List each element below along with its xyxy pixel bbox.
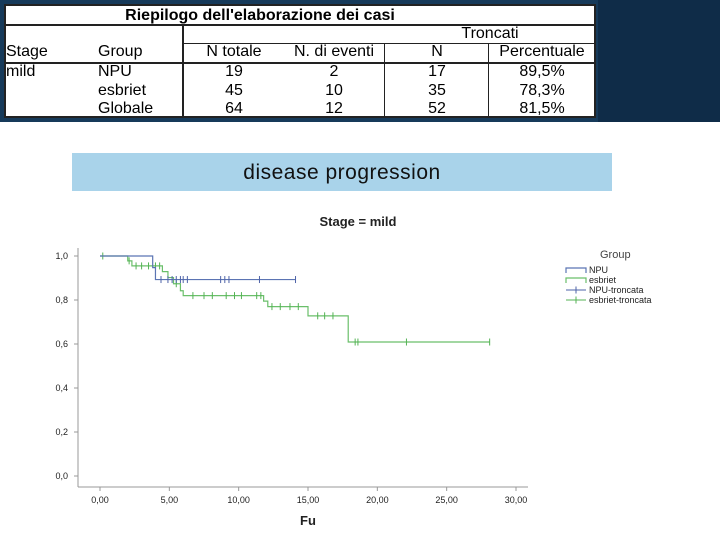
row-n-events: 10 bbox=[325, 82, 343, 99]
row-censored-pct: 81,5% bbox=[519, 100, 565, 117]
x-axis-title: Fu bbox=[300, 513, 316, 528]
x-tick-label: 5,00 bbox=[161, 495, 179, 505]
esbriet-survival-line bbox=[100, 255, 490, 343]
stage-value: mild bbox=[6, 63, 36, 80]
y-tick-label: 0,8 bbox=[55, 295, 68, 305]
x-tick-label: 30,00 bbox=[505, 495, 528, 505]
x-tick-label: 25,00 bbox=[435, 495, 458, 505]
row-n-total: 45 bbox=[225, 82, 243, 99]
section-band: disease progression bbox=[72, 153, 612, 191]
y-tick-label: 0,6 bbox=[55, 339, 68, 349]
title-divider bbox=[6, 24, 594, 26]
row-censored-pct: 89,5% bbox=[519, 63, 565, 80]
row-group: Globale bbox=[98, 100, 154, 117]
column-divider-pct bbox=[488, 43, 489, 116]
npu-survival-line bbox=[100, 255, 296, 281]
row-n-events: 12 bbox=[325, 100, 343, 117]
header-censored-n: N bbox=[431, 43, 443, 60]
row-n-total: 19 bbox=[225, 63, 243, 80]
row-censored-n: 17 bbox=[428, 63, 446, 80]
header-group: Group bbox=[98, 43, 143, 60]
legend-label-npu-troncata: NPU-troncata bbox=[589, 285, 644, 295]
legend-title: Group bbox=[600, 249, 631, 261]
row-censored-n: 35 bbox=[428, 82, 446, 99]
header-accent-stripe bbox=[598, 0, 720, 122]
x-tick-label: 10,00 bbox=[227, 495, 250, 505]
y-tick-label: 0,2 bbox=[55, 427, 68, 437]
row-group: NPU bbox=[98, 63, 132, 80]
chart-title: Stage = mild bbox=[320, 214, 397, 229]
legend-label-npu: NPU bbox=[589, 265, 608, 275]
row-n-events: 2 bbox=[329, 63, 339, 80]
column-divider-left bbox=[182, 24, 184, 116]
legend-swatch-npu bbox=[565, 267, 587, 273]
header-split-line bbox=[184, 43, 594, 44]
header-censored: Troncati bbox=[461, 25, 519, 42]
section-title: disease progression bbox=[243, 161, 441, 184]
header-n-events: N. di eventi bbox=[293, 43, 375, 60]
header-censored-pct: Percentuale bbox=[499, 43, 585, 60]
case-summary-table: Riepilogo dell'elaborazione dei casi Sta… bbox=[4, 4, 596, 118]
x-tick-label: 0,00 bbox=[91, 495, 109, 505]
row-censored-n: 52 bbox=[428, 100, 446, 117]
column-divider-n bbox=[384, 43, 385, 116]
y-tick-label: 0,4 bbox=[55, 383, 68, 393]
row-group: esbriet bbox=[98, 82, 147, 99]
header-n-total: N totale bbox=[206, 43, 262, 60]
y-tick-label: 1,0 bbox=[55, 251, 68, 261]
table-title: Riepilogo dell'elaborazione dei casi bbox=[125, 7, 395, 24]
row-censored-pct: 78,3% bbox=[519, 82, 565, 99]
legend-swatch-esbriet bbox=[565, 277, 587, 283]
y-tick-label: 0,0 bbox=[55, 471, 68, 481]
x-tick-label: 20,00 bbox=[366, 495, 389, 505]
legend-label-esbriet-troncata: esbriet-troncata bbox=[589, 295, 652, 305]
header-stage: Stage bbox=[6, 43, 48, 60]
x-tick-label: 15,00 bbox=[297, 495, 320, 505]
row-n-total: 64 bbox=[225, 100, 243, 117]
header-divider bbox=[6, 62, 594, 64]
legend-label-esbriet: esbriet bbox=[589, 275, 617, 285]
